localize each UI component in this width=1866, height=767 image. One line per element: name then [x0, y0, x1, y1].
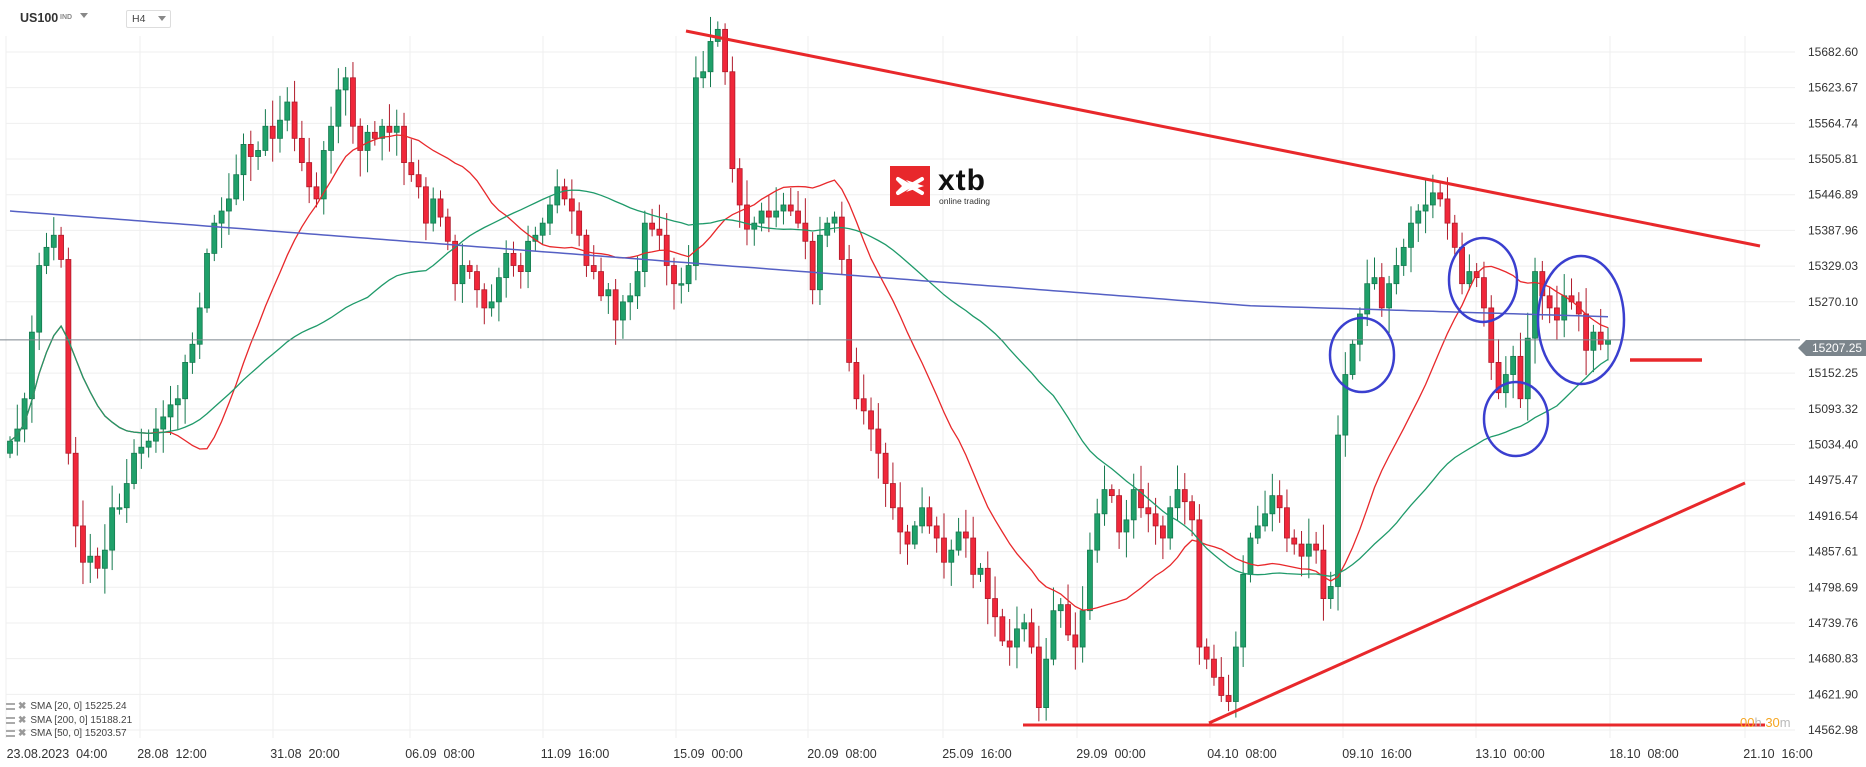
grid [5, 36, 1795, 738]
svg-text:23.08.2023 04:00: 23.08.2023 04:00 [7, 747, 108, 761]
legend-label: SMA [20, 0] 15225.24 [30, 701, 127, 712]
legend-item-sma20[interactable]: ✖ SMA [20, 0] 15225.24 [6, 700, 132, 714]
legend-item-sma200[interactable]: ✖ SMA [200, 0] 15188.21 [6, 714, 132, 728]
svg-text:21.10 16:00: 21.10 16:00 [1743, 747, 1813, 761]
svg-text:15682.60: 15682.60 [1808, 45, 1858, 59]
symbol-selector[interactable]: US100 [20, 11, 59, 25]
logo-brand: xtb [938, 164, 986, 197]
svg-text:15093.32: 15093.32 [1808, 402, 1858, 416]
svg-text:14975.47: 14975.47 [1808, 473, 1858, 487]
svg-text:14680.83: 14680.83 [1808, 652, 1858, 666]
svg-text:25.09 16:00: 25.09 16:00 [942, 747, 1012, 761]
svg-text:06.09 08:00: 06.09 08:00 [405, 747, 475, 761]
svg-text:15387.96: 15387.96 [1808, 223, 1858, 237]
svg-text:14857.61: 14857.61 [1808, 545, 1858, 559]
svg-text:20.09 08:00: 20.09 08:00 [807, 747, 877, 761]
svg-text:04.10 08:00: 04.10 08:00 [1207, 747, 1277, 761]
logo-tagline: online trading [939, 196, 991, 206]
xtb-logo: xtb online trading [890, 164, 1010, 208]
chevron-down-icon [158, 16, 166, 21]
svg-text:13.10 00:00: 13.10 00:00 [1475, 747, 1545, 761]
svg-text:14739.76: 14739.76 [1808, 616, 1858, 630]
chevron-down-icon[interactable] [80, 13, 88, 18]
svg-text:14621.90: 14621.90 [1808, 687, 1858, 701]
svg-text:28.08 12:00: 28.08 12:00 [137, 747, 207, 761]
close-icon[interactable]: ✖ [18, 701, 27, 712]
svg-text:15.09 00:00: 15.09 00:00 [673, 747, 743, 761]
symbol-type-label: IND [60, 14, 73, 21]
svg-text:15152.25: 15152.25 [1808, 366, 1858, 380]
timeframe-dropdown[interactable]: H4 [126, 10, 171, 28]
indicator-legend: ✖ SMA [20, 0] 15225.24 ✖ SMA [200, 0] 15… [6, 700, 132, 741]
svg-text:15446.89: 15446.89 [1808, 188, 1858, 202]
logo-mark-icon [890, 166, 930, 206]
svg-text:18.10 08:00: 18.10 08:00 [1609, 747, 1679, 761]
sma-200-line [9, 210, 1609, 318]
svg-text:29.09 00:00: 29.09 00:00 [1076, 747, 1146, 761]
drawn-circles[interactable] [1328, 236, 1626, 458]
settings-icon[interactable] [6, 703, 15, 711]
legend-label: SMA [50, 0] 15203.57 [30, 728, 127, 739]
svg-text:15034.40: 15034.40 [1808, 438, 1858, 452]
drawn-trendlines[interactable] [685, 29, 1765, 727]
legend-item-sma50[interactable]: ✖ SMA [50, 0] 15203.57 [6, 727, 132, 741]
settings-icon[interactable] [6, 716, 15, 724]
time-axis: 23.08.2023 04:00 28.08 12:00 31.08 20:00 06… [7, 747, 1813, 761]
svg-text:14916.54: 14916.54 [1808, 509, 1858, 523]
svg-text:15270.10: 15270.10 [1808, 295, 1858, 309]
svg-text:14798.69: 14798.69 [1808, 580, 1858, 594]
sma-50-line [9, 189, 1609, 577]
svg-text:15505.81: 15505.81 [1808, 152, 1858, 166]
chart-toolbar: US100 IND H4 [0, 0, 1866, 36]
price-axis: 15682.60 15623.67 15564.74 15505.81 15446.89… [1808, 45, 1858, 737]
svg-text:15564.74: 15564.74 [1808, 116, 1858, 130]
candles [7, 16, 1611, 722]
current-price-tag: 15207.25 [1797, 340, 1866, 356]
legend-label: SMA [200, 0] 15188.21 [30, 714, 133, 726]
svg-text:09.10 16:00: 09.10 16:00 [1342, 747, 1412, 761]
settings-icon[interactable] [6, 730, 15, 738]
svg-text:14562.98: 14562.98 [1808, 723, 1858, 737]
sma-20-line [9, 134, 1609, 611]
svg-text:15329.03: 15329.03 [1808, 259, 1858, 273]
svg-text:15623.67: 15623.67 [1808, 81, 1858, 95]
candle-countdown: 00h 30m [1740, 715, 1791, 730]
timeframe-label: H4 [132, 13, 146, 25]
close-icon[interactable]: ✖ [18, 728, 27, 739]
close-icon[interactable]: ✖ [18, 714, 27, 726]
svg-text:31.08 20:00: 31.08 20:00 [270, 747, 340, 761]
svg-text:11.09 16:00: 11.09 16:00 [541, 747, 610, 761]
